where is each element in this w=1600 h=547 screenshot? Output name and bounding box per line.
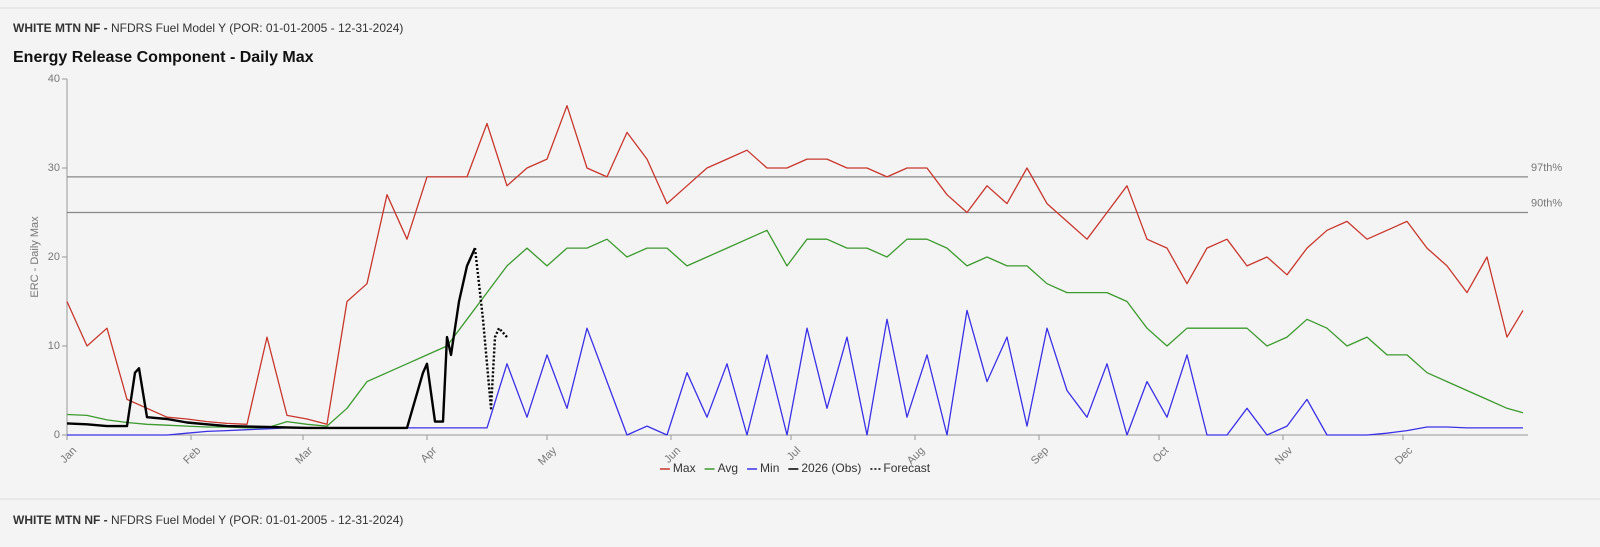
- y-tick-label: 20: [48, 251, 60, 263]
- legend-label: Min: [760, 461, 779, 475]
- panel-header: WHITE MTN NF - NFDRS Fuel Model Y (POR: …: [13, 513, 403, 527]
- chart-title: Energy Release Component - Daily Max: [13, 49, 314, 66]
- legend-item: 2026 (Obs): [788, 461, 861, 475]
- x-tick-label: Oct: [1151, 445, 1172, 466]
- y-tick-label: 0: [54, 429, 60, 441]
- legend-label: Max: [673, 461, 696, 475]
- series-line: [66, 229, 1524, 429]
- series-line: [67, 309, 1523, 436]
- station: WHITE MTN NF -: [13, 21, 108, 35]
- station: WHITE MTN NF -: [13, 513, 108, 527]
- x-tick-label: Apr: [419, 444, 440, 465]
- y-tick-label: 30: [48, 162, 60, 174]
- y-tick-label: 10: [48, 340, 60, 352]
- y-axis-label: ERC - Daily Max: [29, 216, 41, 298]
- x-tick-label: May: [536, 444, 560, 468]
- x-tick-label: Dec: [1393, 444, 1416, 467]
- legend-item: Avg: [704, 461, 738, 475]
- x-tick-label: Feb: [181, 445, 203, 467]
- y-tick-label: 40: [48, 73, 60, 85]
- reference-label: 90th%: [1531, 197, 1562, 209]
- panel-header: WHITE MTN NF - NFDRS Fuel Model Y (POR: …: [13, 21, 403, 35]
- x-tick-label: Jan: [58, 445, 79, 466]
- reference-label: 97th%: [1531, 162, 1562, 174]
- subtitle: NFDRS Fuel Model Y (POR: 01-01-2005 - 12…: [111, 21, 403, 35]
- legend-item: Forecast: [870, 461, 931, 475]
- legend-item: Min: [747, 461, 779, 475]
- series-line: [66, 105, 1524, 425]
- series-line: [66, 247, 477, 430]
- legend-item: Max: [659, 461, 696, 475]
- x-tick-label: Sep: [1029, 445, 1051, 467]
- legend-label: Avg: [718, 461, 738, 475]
- legend-label: 2026 (Obs): [801, 461, 861, 475]
- series-line: [473, 247, 508, 410]
- legend-label: Forecast: [883, 461, 930, 475]
- x-tick-label: Mar: [293, 444, 315, 466]
- legend: Max Avg Min 2026 (Obs) Forecast: [659, 461, 931, 475]
- x-tick-label: Nov: [1273, 444, 1296, 467]
- subtitle: NFDRS Fuel Model Y (POR: 01-01-2005 - 12…: [111, 513, 403, 527]
